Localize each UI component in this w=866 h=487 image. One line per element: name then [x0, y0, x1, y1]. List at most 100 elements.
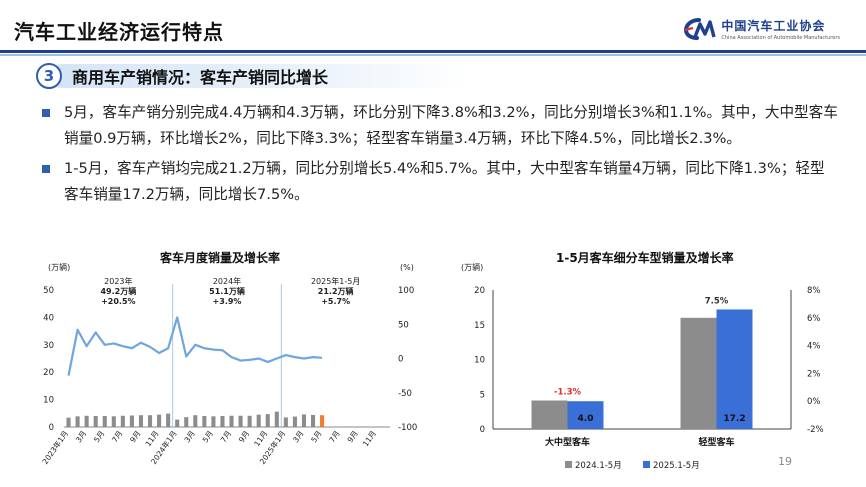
monthly-sales-bar	[238, 415, 243, 427]
left-tick-label: 10	[474, 356, 485, 366]
bullet-text: 1-5月，客车产销均完成21.2万辆，同比分别增长5.4%和5.7%。其中，大中…	[64, 160, 825, 203]
right-tick-label: 2%	[807, 369, 821, 379]
right-tick-label: 4%	[807, 342, 821, 352]
logo-english-name: China Association of Automobile Manufact…	[721, 35, 840, 41]
bar-data-label: 17.2	[723, 414, 745, 424]
growth-rate-line	[67, 316, 323, 376]
x-tick-label: 5月	[92, 429, 106, 444]
left-tick-label: 0	[49, 423, 54, 433]
monthly-sales-bar	[184, 417, 189, 427]
monthly-sales-bar	[93, 416, 98, 427]
bullet-text: 5月，客车产销分别完成4.4万辆和4.3万辆，环比分别下降3.8%和3.2%，同…	[64, 104, 838, 147]
monthly-sales-bar	[147, 415, 153, 427]
segment-bar	[567, 401, 604, 429]
x-tick-label: 9月	[237, 429, 251, 444]
annotation-text: +5.7%	[321, 297, 350, 306]
bullet-item: 5月，客车产销分别完成4.4万辆和4.3万辆，环比分别下降3.8%和3.2%，同…	[38, 100, 838, 152]
monthly-sales-bar	[274, 411, 279, 427]
category-label: 大中型客车	[545, 436, 590, 448]
x-tick-label: 3月	[183, 429, 197, 444]
legend-swatch	[643, 461, 650, 468]
page-number: 19	[778, 455, 792, 468]
right-axis-unit: (%)	[400, 263, 414, 272]
x-tick-label: 7月	[110, 429, 124, 444]
left-tick-label: 20	[474, 286, 485, 296]
left-tick-label: 20	[43, 368, 54, 378]
annotation-text: 49.2万辆	[100, 286, 136, 296]
growth-label: -1.3%	[554, 388, 582, 398]
segment-bar	[531, 400, 568, 429]
monthly-sales-chart: (万辆) (%) 0 10 20 30 40 50 -100 -50 0 50 100 2023年1月 3月…	[40, 262, 418, 466]
monthly-sales-bar	[301, 414, 307, 427]
monthly-sales-bar	[202, 416, 207, 427]
monthly-sales-bar	[111, 416, 116, 427]
bar-data-label: 4.0	[578, 414, 594, 424]
left-tick-label: 0	[480, 425, 485, 435]
x-tick-label: 2023年1月	[40, 428, 70, 466]
annotation-text: 2023年	[104, 276, 132, 286]
monthly-sales-bar	[283, 417, 288, 427]
segment-chart-title: 1-5月客车细分车型销量及增长率	[556, 251, 734, 265]
monthly-sales-bar	[193, 415, 198, 427]
right-tick-label: 6%	[807, 314, 821, 324]
category-label: 轻型客车	[698, 436, 734, 448]
left-tick-label: 50	[43, 286, 54, 296]
right-tick-label: -2%	[807, 425, 824, 435]
caam-logo-icon	[684, 18, 717, 40]
segment-bar	[680, 317, 717, 429]
left-axis-unit: (万辆)	[461, 262, 483, 272]
right-tick-label: 0%	[807, 397, 821, 407]
x-tick-label: 3月	[74, 429, 88, 444]
monthly-sales-bar	[157, 414, 162, 427]
monthly-sales-bar	[84, 415, 89, 427]
section-heading: 3 商用车产销情况：客车产销同比增长	[36, 62, 596, 90]
monthly-chart-title: 客车月度销量及增长率	[160, 251, 281, 265]
annotation-text: 2024年	[213, 276, 241, 286]
x-tick-label: 11月	[361, 429, 378, 448]
header-rule	[0, 50, 866, 53]
monthly-sales-bar	[265, 414, 270, 427]
x-tick-label: 3月	[291, 429, 305, 444]
right-tick-label: -50	[398, 389, 412, 399]
monthly-sales-bar	[75, 416, 80, 427]
bullet-square-icon	[42, 165, 50, 173]
monthly-sales-bar	[247, 415, 252, 427]
right-tick-label: 100	[398, 286, 414, 296]
left-tick-label: 5	[480, 390, 485, 400]
x-tick-label: 5月	[201, 429, 215, 444]
monthly-sales-bar	[211, 416, 216, 427]
left-tick-label: 30	[43, 341, 54, 351]
monthly-sales-bar	[102, 416, 107, 427]
monthly-sales-bar	[166, 413, 171, 427]
segment-bar	[716, 309, 753, 429]
monthly-sales-bar	[320, 415, 325, 427]
monthly-sales-bar	[310, 414, 316, 427]
legend-label: 2024.1-5月	[575, 461, 622, 471]
section-heading-band	[50, 64, 470, 88]
section-number: 3	[36, 63, 62, 89]
monthly-sales-bar	[138, 415, 144, 427]
x-tick-label: 7月	[327, 429, 341, 444]
segment-sales-chart: (万辆) 0 5 10 15 20 -2% 0% 2% 4% 6% 8% 4.0 -1.3% 大中型客车 17…	[461, 262, 824, 471]
right-tick-label: 50	[398, 320, 409, 330]
left-tick-label: 40	[43, 313, 54, 323]
right-tick-label: 8%	[807, 286, 821, 296]
right-tick-label: 0	[398, 355, 403, 365]
left-tick-label: 10	[43, 396, 54, 406]
monthly-sales-bar	[292, 416, 297, 427]
annotation-text: 51.1万辆	[209, 286, 245, 296]
bullet-list: 5月，客车产销分别完成4.4万辆和4.3万辆，环比分别下降3.8%和3.2%，同…	[38, 100, 838, 212]
x-tick-label: 5月	[309, 429, 323, 444]
header-bar: 汽车工业经济运行特点 中国汽车工业协会 China Association of…	[0, 0, 866, 58]
annotation-text: +20.5%	[101, 297, 135, 306]
bullet-item: 1-5月，客车产销均完成21.2万辆，同比分别增长5.4%和5.7%。其中，大中…	[38, 156, 838, 208]
annotation-text: 2025年1-5月	[311, 276, 360, 286]
monthly-sales-bar	[120, 415, 125, 427]
monthly-sales-bar	[66, 417, 71, 427]
right-tick-label: -100	[398, 423, 417, 433]
x-tick-label: 9月	[128, 429, 142, 444]
x-tick-label: 9月	[346, 429, 360, 444]
left-axis-unit: (万辆)	[48, 262, 70, 272]
left-tick-label: 15	[474, 321, 485, 331]
x-tick-label: 7月	[219, 429, 233, 444]
